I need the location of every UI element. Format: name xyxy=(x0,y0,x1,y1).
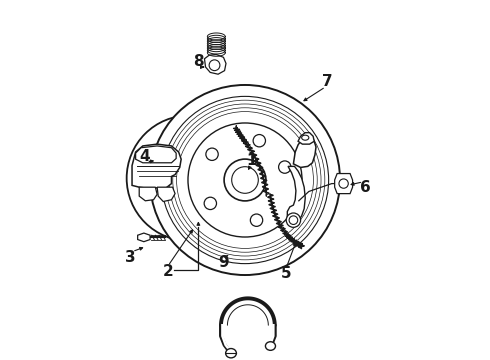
Text: 2: 2 xyxy=(163,264,173,279)
Polygon shape xyxy=(138,233,150,242)
Ellipse shape xyxy=(150,153,161,165)
Ellipse shape xyxy=(204,197,217,210)
Ellipse shape xyxy=(302,135,309,140)
Polygon shape xyxy=(132,144,181,188)
Polygon shape xyxy=(204,54,226,74)
Ellipse shape xyxy=(225,348,236,358)
Polygon shape xyxy=(139,187,157,201)
Ellipse shape xyxy=(279,161,291,173)
Polygon shape xyxy=(298,133,314,144)
Ellipse shape xyxy=(218,153,229,165)
Ellipse shape xyxy=(253,135,266,147)
Ellipse shape xyxy=(188,123,302,237)
Ellipse shape xyxy=(206,148,218,161)
Text: 4: 4 xyxy=(139,149,150,164)
Polygon shape xyxy=(287,166,305,223)
Text: 7: 7 xyxy=(322,74,333,89)
Ellipse shape xyxy=(250,214,263,226)
Polygon shape xyxy=(294,137,316,167)
Ellipse shape xyxy=(224,159,266,201)
Ellipse shape xyxy=(184,211,195,223)
Ellipse shape xyxy=(163,152,216,204)
Text: 5: 5 xyxy=(281,266,292,281)
Polygon shape xyxy=(157,187,175,202)
Ellipse shape xyxy=(286,213,300,227)
Ellipse shape xyxy=(150,85,340,275)
Text: 6: 6 xyxy=(360,180,370,195)
Ellipse shape xyxy=(126,116,252,241)
Ellipse shape xyxy=(266,342,275,350)
Text: 9: 9 xyxy=(218,255,229,270)
Text: 1: 1 xyxy=(247,153,257,168)
Text: 3: 3 xyxy=(125,249,136,265)
Polygon shape xyxy=(136,146,176,163)
Polygon shape xyxy=(335,174,353,194)
Text: 8: 8 xyxy=(193,54,204,69)
